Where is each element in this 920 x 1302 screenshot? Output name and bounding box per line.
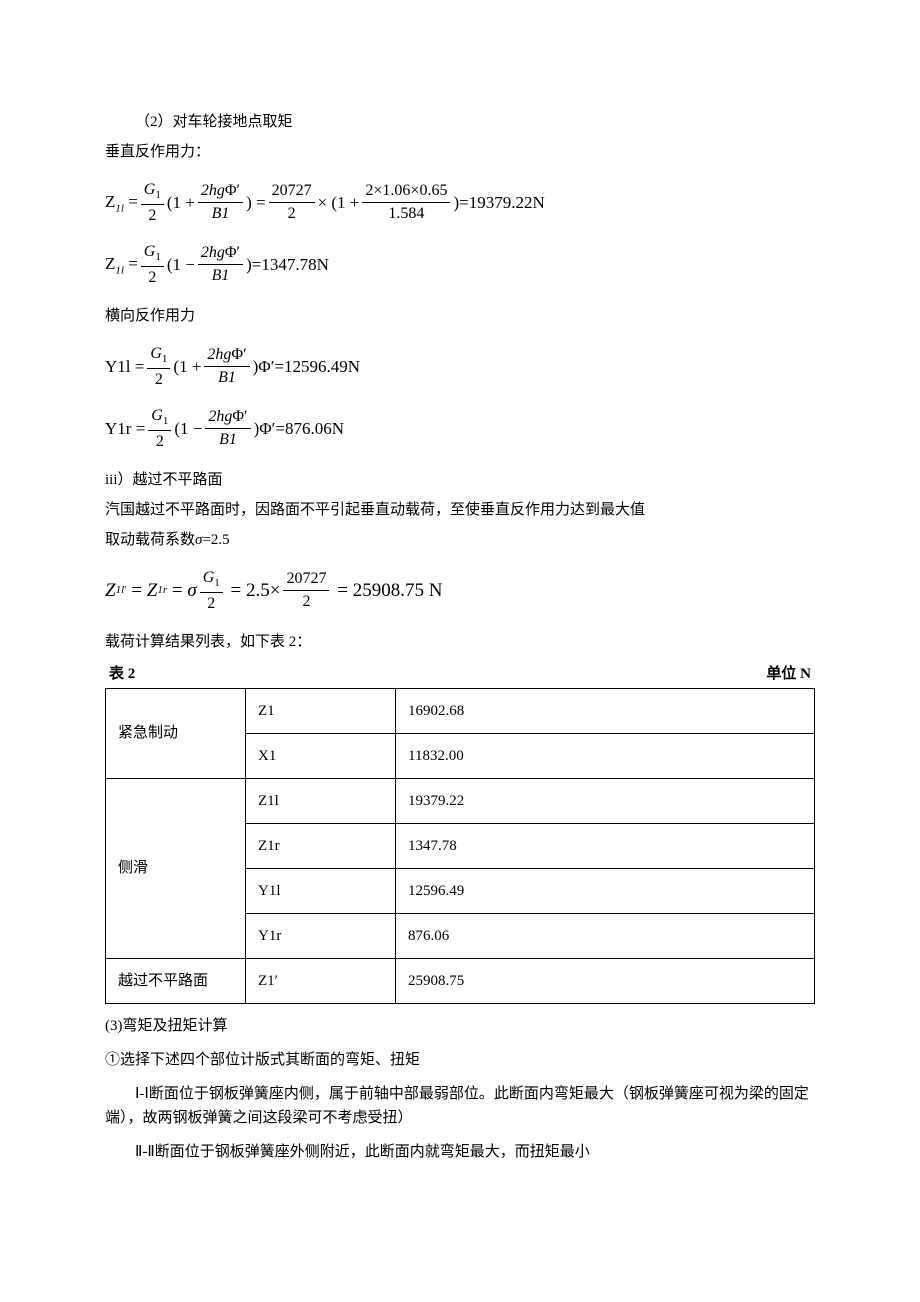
- cell-value: 11832.00: [396, 733, 815, 778]
- table-row: 紧急制动 Z1 16902.68: [106, 688, 815, 733]
- cell-symbol: X1: [246, 733, 396, 778]
- cell-value: 16902.68: [396, 688, 815, 733]
- paragraph: ①选择下述四个部位计版式其断面的弯矩、扭矩: [105, 1048, 815, 1072]
- table-header-row: 表 2 单位 N: [105, 662, 815, 686]
- cell-symbol: Z1r: [246, 823, 396, 868]
- paragraph: 汽国越过不平路面时，因路面不平引起垂直动载荷，至使垂直反作用力达到最大值: [105, 498, 815, 522]
- paragraph: 取动载荷系数σ=2.5: [105, 528, 815, 552]
- table-row: 侧滑 Z1l 19379.22: [106, 778, 815, 823]
- cell-symbol: Y1l: [246, 868, 396, 913]
- cell-value: 876.06: [396, 913, 815, 958]
- formula-y1r: Y1r = G12 (1 − 2hgΦ′B1 )Φ′ =876.06N: [105, 406, 815, 452]
- results-table: 紧急制动 Z1 16902.68 X1 11832.00 侧滑 Z1l 1937…: [105, 688, 815, 1004]
- formula-sigma: Z1l′ = Z1r = σ G12 = 2.5× 207272 = 25908…: [105, 568, 815, 614]
- cell-symbol: Z1′: [246, 958, 396, 1003]
- cell-value: 12596.49: [396, 868, 815, 913]
- cell-value: 19379.22: [396, 778, 815, 823]
- heading-iii: iii）越过不平路面: [105, 468, 815, 492]
- cell-symbol: Z1l: [246, 778, 396, 823]
- cell-category: 侧滑: [106, 778, 246, 958]
- paragraph: Ⅰ-Ⅰ断面位于钢板弹簧座内侧，属于前轴中部最弱部位。此断面内弯矩最大（钢板弹簧座…: [105, 1082, 815, 1130]
- formula-z1r: Z1l = G12 (1 − 2hgΦ′B1 ) =1347.78N: [105, 242, 815, 288]
- cell-symbol: Y1r: [246, 913, 396, 958]
- cell-value: 1347.78: [396, 823, 815, 868]
- table-row: 越过不平路面 Z1′ 25908.75: [106, 958, 815, 1003]
- table-unit: 单位 N: [766, 662, 811, 686]
- cell-symbol: Z1: [246, 688, 396, 733]
- formula-z1l-full: Z1l = G12 (1 + 2hgΦ′B1 ) = 207272 × (1 +…: [105, 180, 815, 226]
- heading-3: (3)弯矩及扭矩计算: [105, 1014, 815, 1038]
- paragraph: 横向反作用力: [105, 304, 815, 328]
- cell-value: 25908.75: [396, 958, 815, 1003]
- paragraph: Ⅱ-Ⅱ断面位于钢板弹簧座外侧附近，此断面内就弯矩最大，而扭矩最小: [105, 1140, 815, 1164]
- paragraph: 垂直反作用力：: [105, 140, 815, 164]
- paragraph: （2）对车轮接地点取矩: [105, 110, 815, 134]
- table-label: 表 2: [109, 662, 135, 686]
- formula-y1l: Y1l = G12 (1 + 2hgΦ′B1 )Φ′ =12596.49N: [105, 344, 815, 390]
- cell-category: 紧急制动: [106, 688, 246, 778]
- paragraph: 载荷计算结果列表，如下表 2：: [105, 630, 815, 654]
- cell-category: 越过不平路面: [106, 958, 246, 1003]
